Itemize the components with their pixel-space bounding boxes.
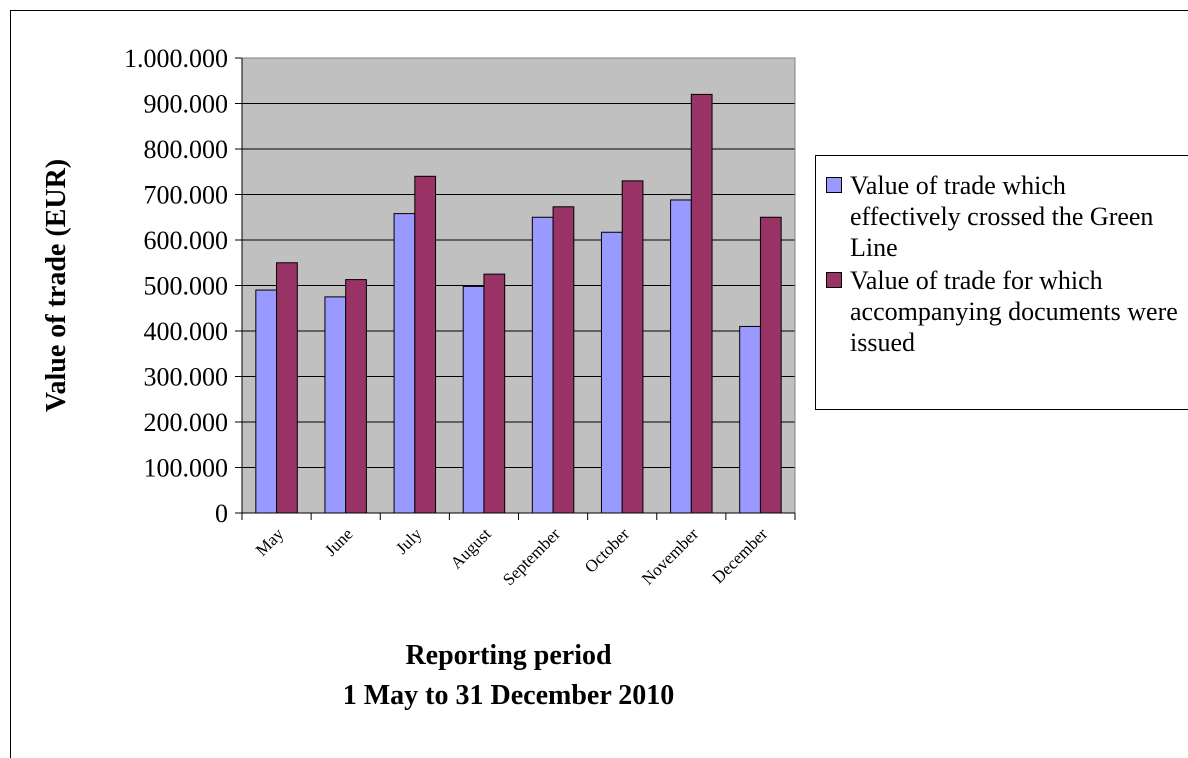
y-tick-label: 900.000 [144,90,229,119]
y-tick-label: 100.000 [144,454,229,483]
y-tick-label: 1.000.000 [124,44,228,73]
bar [621,180,644,514]
bar [531,216,554,514]
y-tick-label: 200.000 [144,408,229,437]
bar [552,206,575,514]
bar [276,262,298,514]
bar [759,216,782,514]
x-tick-label: November [638,524,702,588]
legend-label: Value of trade which effectively crossed… [850,171,1154,262]
x-tick-label: July [392,524,426,558]
legend-entry: Value of trade for which accompanying do… [826,265,1182,358]
y-tick-label: 700.000 [144,181,229,210]
legend: Value of trade which effectively crossed… [815,155,1188,410]
bar [690,93,713,514]
y-tick-label: 600.000 [144,226,229,255]
x-tick-label: August [447,524,495,572]
bar [670,199,692,514]
legend-swatch [826,272,842,288]
bar [462,285,485,514]
y-axis-title: Value of trade (EUR) [41,159,72,412]
legend-label: Value of trade for which accompanying do… [850,266,1178,357]
bar [393,213,416,514]
x-tick-label: September [499,524,564,589]
chart-frame [10,10,1188,758]
bar [345,279,367,514]
x-tick-label: June [321,524,356,559]
legend-entry: Value of trade which effectively crossed… [826,170,1182,263]
x-axis-title: Reporting period [405,640,612,671]
bar [255,289,278,514]
x-axis-title: 1 May to 31 December 2010 [343,680,675,711]
y-tick-label: 500.000 [144,272,229,301]
bar [600,231,623,514]
y-tick-label: 400.000 [144,317,229,346]
x-tick-label: October [581,524,633,576]
bar [483,273,506,514]
bar [324,296,347,514]
bar [414,175,437,514]
x-tick-label: December [708,524,771,587]
x-tick-label: May [252,524,288,560]
bar [739,325,761,514]
y-tick-label: 300.000 [144,363,229,392]
legend-swatch [826,177,842,193]
y-tick-label: 800.000 [144,135,229,164]
y-tick-label: 0 [215,499,228,528]
